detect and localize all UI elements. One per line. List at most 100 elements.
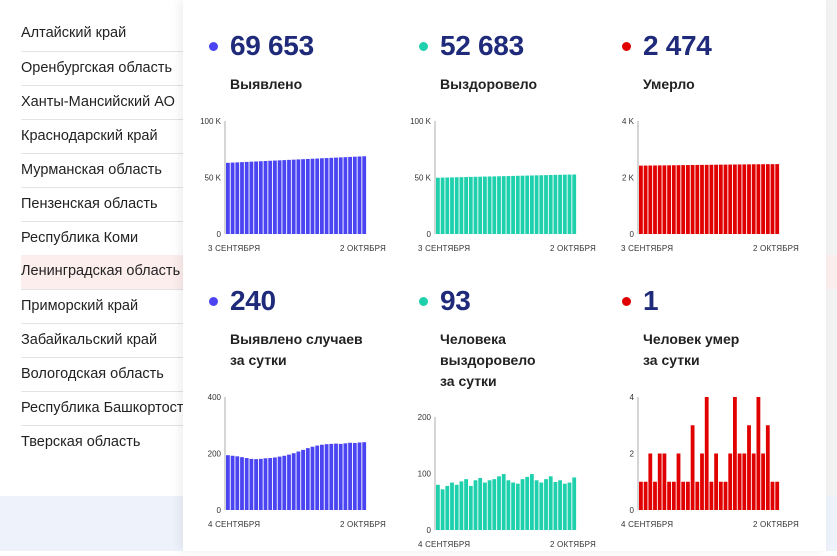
y-tick-label: 0: [427, 230, 432, 239]
chart-bar: [263, 458, 268, 510]
y-tick-label: 400: [208, 393, 222, 402]
stat-value: 93: [440, 285, 471, 316]
chart-bar: [671, 481, 676, 510]
y-tick-label: 200: [418, 413, 432, 422]
chart-bar: [459, 481, 464, 530]
chart-bar: [362, 156, 367, 234]
y-tick-label: 0: [630, 506, 635, 515]
region-list-item[interactable]: Республика Коми: [21, 221, 195, 255]
chart-bar: [235, 456, 240, 510]
chart-bar: [733, 164, 737, 234]
chart-bar: [362, 442, 367, 510]
chart-bar: [667, 165, 671, 234]
chart-bar: [305, 158, 310, 234]
chart-bar: [459, 177, 464, 234]
region-list-item[interactable]: Вологодская область: [21, 357, 195, 391]
chart-bar: [254, 161, 258, 234]
chart-bar: [704, 164, 709, 234]
chart-bar: [357, 442, 362, 510]
chart-bar: [676, 165, 681, 234]
chart-bar: [296, 451, 301, 510]
chart-bar: [263, 161, 268, 234]
legend-dot-icon: [419, 297, 428, 306]
x-tick-label-end: 2 ОКТЯБРЯ: [753, 520, 799, 529]
x-tick-label-start: 4 СЕНТЯБРЯ: [418, 540, 470, 549]
chart-bar: [544, 479, 548, 530]
stat-label: Выявлено: [230, 76, 303, 92]
chart-bar: [273, 160, 277, 234]
chart-bar: [747, 164, 751, 234]
chart-bar: [324, 158, 329, 234]
legend-dot-icon: [622, 42, 631, 51]
page-right-edge: [826, 0, 837, 496]
chart-bar: [572, 477, 577, 530]
region-list-item[interactable]: Республика Башкортостан: [21, 391, 195, 425]
stat-label: Человек умер: [643, 331, 740, 347]
stat-label: за сутки: [643, 352, 700, 368]
x-tick-label-end: 2 ОКТЯБРЯ: [753, 244, 799, 253]
chart-bar: [497, 176, 501, 234]
region-list-item[interactable]: Мурманская область: [21, 153, 195, 187]
x-tick-label-start: 3 СЕНТЯБРЯ: [418, 244, 470, 253]
chart-bar: [324, 444, 329, 510]
chart-bar: [487, 176, 492, 234]
chart-bar: [704, 397, 709, 510]
chart-bar: [534, 480, 539, 530]
chart-bar: [525, 476, 530, 530]
chart-bar: [657, 453, 662, 510]
region-list-item[interactable]: Тверская область: [21, 425, 195, 459]
region-list-item[interactable]: Краснодарский край: [21, 119, 195, 153]
region-list-item[interactable]: Оренбургская область: [21, 51, 195, 85]
y-tick-label: 2: [630, 450, 635, 459]
region-list-item[interactable]: Приморский край: [21, 289, 195, 323]
mini-bar-chart: 0 200 400 4 СЕНТЯБРЯ 2 ОКТЯБРЯ: [208, 393, 386, 529]
chart-bar: [728, 453, 733, 510]
chart-bar: [690, 165, 695, 234]
chart-bar: [737, 164, 742, 234]
chart-bar: [226, 455, 230, 510]
stat-label: Умерло: [643, 76, 695, 92]
chart-bar: [534, 175, 539, 234]
chart-bar: [464, 177, 468, 234]
mini-bar-chart: 0 50 K 100 K 3 СЕНТЯБРЯ 2 ОКТЯБРЯ: [410, 117, 596, 253]
mini-bar-chart: 0 100 200 4 СЕНТЯБРЯ 2 ОКТЯБРЯ: [418, 413, 596, 549]
region-list-item[interactable]: Ленинградская область: [21, 263, 181, 279]
mini-bar-chart: 0 2 4 4 СЕНТЯБРЯ 2 ОКТЯБРЯ: [621, 393, 799, 529]
chart-bar: [315, 158, 320, 234]
chart-bar: [775, 481, 780, 510]
chart-bar: [258, 161, 263, 234]
y-tick-label: 50 K: [205, 174, 222, 183]
chart-bar: [686, 481, 690, 510]
chart-bar: [558, 480, 562, 530]
chart-bar: [562, 174, 567, 234]
y-tick-label: 100: [418, 470, 432, 479]
chart-bar: [343, 443, 348, 510]
chart-bar: [733, 397, 737, 510]
chart-bar: [440, 177, 445, 234]
chart-bar: [567, 482, 572, 530]
chart-bar: [723, 481, 728, 510]
chart-bar: [291, 453, 296, 510]
chart-bar: [501, 176, 506, 234]
chart-bar: [254, 459, 258, 510]
chart-bar: [742, 453, 747, 510]
chart-bar: [506, 480, 511, 530]
chart-bar: [230, 162, 235, 234]
chart-bar: [553, 481, 558, 530]
stat-value: 2 474: [643, 30, 712, 61]
chart-bar: [681, 481, 686, 510]
region-list-item[interactable]: Ханты-Мансийский АО: [21, 85, 195, 119]
chart-bar: [770, 481, 775, 510]
region-list-item[interactable]: Алтайский край: [21, 25, 127, 41]
chart-bar: [548, 476, 553, 530]
region-list-item[interactable]: Пензенская область: [21, 187, 195, 221]
stat-value: 1: [643, 285, 659, 316]
chart-bar: [558, 174, 562, 234]
stat-label: Выздоровело: [440, 76, 538, 92]
chart-bar: [445, 177, 450, 234]
chart-bar: [310, 158, 315, 234]
chart-bar: [718, 481, 723, 510]
chart-bar: [657, 165, 662, 234]
chart-bar: [445, 485, 450, 530]
region-list-item[interactable]: Забайкальский край: [21, 323, 195, 357]
